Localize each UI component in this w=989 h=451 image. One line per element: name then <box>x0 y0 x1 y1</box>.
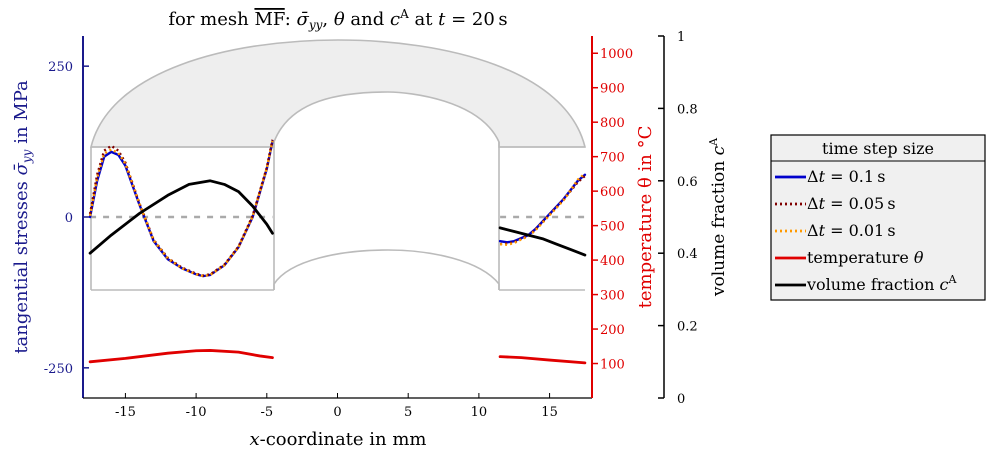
chart-title: for mesh MF: σ̄yy, θ and cA at t = 20 s <box>168 7 507 32</box>
black-axis-label-sup: A <box>707 137 720 147</box>
left-tick-label: 250 <box>48 60 73 75</box>
ticks: -15 -10 -5 0 5 10 15-2500250100200300400500600… <box>44 30 698 420</box>
legend-label-1: Δt = 0.05 s <box>807 194 896 213</box>
black-tick-label: 0.6 <box>677 175 698 190</box>
black-axis-label: volume fraction cA <box>707 137 729 297</box>
title-c-sup: A <box>399 7 409 21</box>
left-axis-label: tangential stresses σ̄yy in MPa <box>11 80 34 354</box>
red-tick-label: 600 <box>600 185 625 200</box>
title-and: and <box>345 9 390 30</box>
title-sep2: , <box>322 9 333 30</box>
legend-label-4: volume fraction cA <box>806 273 957 294</box>
title-mesh: MF <box>254 9 284 30</box>
series-1-segment-0 <box>88 139 274 277</box>
mesh-inner-arc <box>273 249 500 290</box>
title-sigma-sub: yy <box>308 18 323 32</box>
left-tick-label: -250 <box>44 362 73 377</box>
series-0-segment-0 <box>88 140 274 278</box>
red-axis-label: temperature θ in °C <box>635 126 656 309</box>
black-tick-label: 0 <box>677 392 685 407</box>
title-sep1: : <box>285 9 297 30</box>
title-theta: θ <box>334 9 345 30</box>
legend-label-3: temperature θ <box>807 248 924 267</box>
red-tick-label: 700 <box>600 151 625 166</box>
red-tick-label: 900 <box>600 82 625 97</box>
red-tick-label: 300 <box>600 289 625 304</box>
red-tick-label: 100 <box>600 358 625 373</box>
x-axis-label: x-coordinate in mm <box>249 429 426 450</box>
legend: time step size Δt = 0.1 sΔt = 0.05 sΔt =… <box>770 134 986 301</box>
x-tick-label: 5 <box>404 405 412 420</box>
series-4-segment-1 <box>498 226 587 257</box>
red-tick-label: 1000 <box>600 47 633 62</box>
black-tick-label: 0.4 <box>677 247 698 262</box>
title-c: c <box>390 9 400 30</box>
left-axis-label-sub: yy <box>20 149 34 164</box>
red-tick-label: 400 <box>600 254 625 269</box>
x-tick-label: 10 <box>471 405 488 420</box>
left-tick-label: 0 <box>65 211 73 226</box>
x-tick-label: 15 <box>541 405 558 420</box>
title-at: at <box>409 9 438 30</box>
legend-label-2: Δt = 0.01 s <box>807 221 896 240</box>
legend-box <box>770 134 986 301</box>
series-2-segment-0 <box>88 140 274 278</box>
ring-upper <box>89 39 587 148</box>
title-t: t <box>438 9 446 30</box>
left-axis-label-sigma: σ̄ <box>11 162 32 175</box>
x-axis-label-rest: -coordinate in mm <box>260 429 427 450</box>
series-3-segment-0 <box>88 349 274 364</box>
title-prefix: for mesh <box>168 9 254 30</box>
series-4-segment-0 <box>88 179 274 255</box>
legend-title: time step size <box>822 139 934 158</box>
series-3-segment-1 <box>498 355 587 365</box>
black-tick-label: 0.2 <box>677 320 698 335</box>
black-tick-label: 0.8 <box>677 102 698 117</box>
x-tick-label: -15 <box>115 405 136 420</box>
x-tick-label: -10 <box>186 405 207 420</box>
red-tick-label: 500 <box>600 220 625 235</box>
legend-entries: Δt = 0.1 s Δt = 0.05 s Δt = 0.01 s temperat… <box>775 167 957 294</box>
legend-label-0: Δt = 0.1 s <box>807 167 885 186</box>
title-sigma: σ̄ <box>297 9 310 30</box>
series-layer <box>88 139 587 365</box>
x-tick-label: -5 <box>260 405 273 420</box>
red-tick-label: 800 <box>600 116 625 131</box>
x-axis-label-var: x <box>249 429 259 450</box>
black-axis-label-prefix: volume fraction <box>709 155 729 297</box>
black-axis-label-c: c <box>709 145 729 155</box>
left-axis-label-prefix: tangential stresses <box>11 175 32 353</box>
left-axis-label-suffix: in MPa <box>11 80 32 150</box>
x-tick-label: 0 <box>333 405 341 420</box>
series-2-segment-1 <box>499 172 586 246</box>
mesh-sketch <box>89 39 587 291</box>
red-tick-label: 200 <box>600 323 625 338</box>
title-eq: = 20 s <box>445 9 507 30</box>
black-tick-label: 1 <box>677 30 685 45</box>
